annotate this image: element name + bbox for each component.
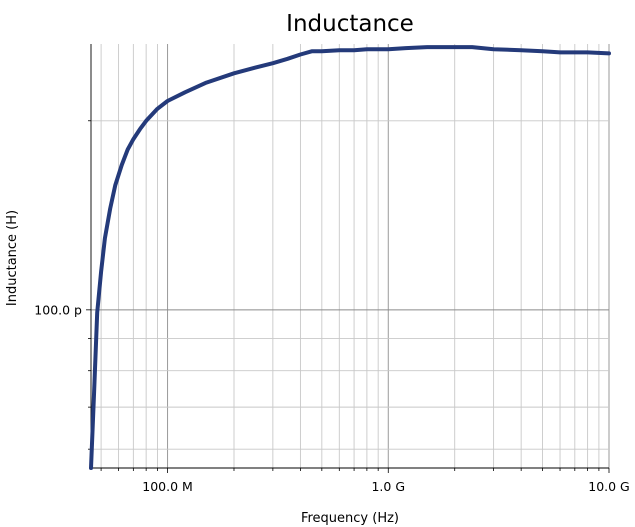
series-line-1	[89, 45, 611, 470]
x-tick-label: 1.0 G	[371, 479, 405, 494]
series-layer	[89, 45, 611, 470]
x-tick-label: 10.0 G	[588, 479, 630, 494]
chart-title: Inductance	[286, 11, 414, 37]
tick-labels: 100.0 M 1.0 G 10.0 G 100.0 p	[34, 302, 629, 494]
grid-lines	[91, 44, 610, 468]
x-tick-label: 100.0 M	[142, 479, 193, 494]
x-axis-label: Frequency (Hz)	[301, 511, 399, 526]
axes	[86, 44, 610, 473]
y-axis-label: Inductance (H)	[5, 210, 20, 306]
y-tick-label: 100.0 p	[34, 302, 82, 317]
